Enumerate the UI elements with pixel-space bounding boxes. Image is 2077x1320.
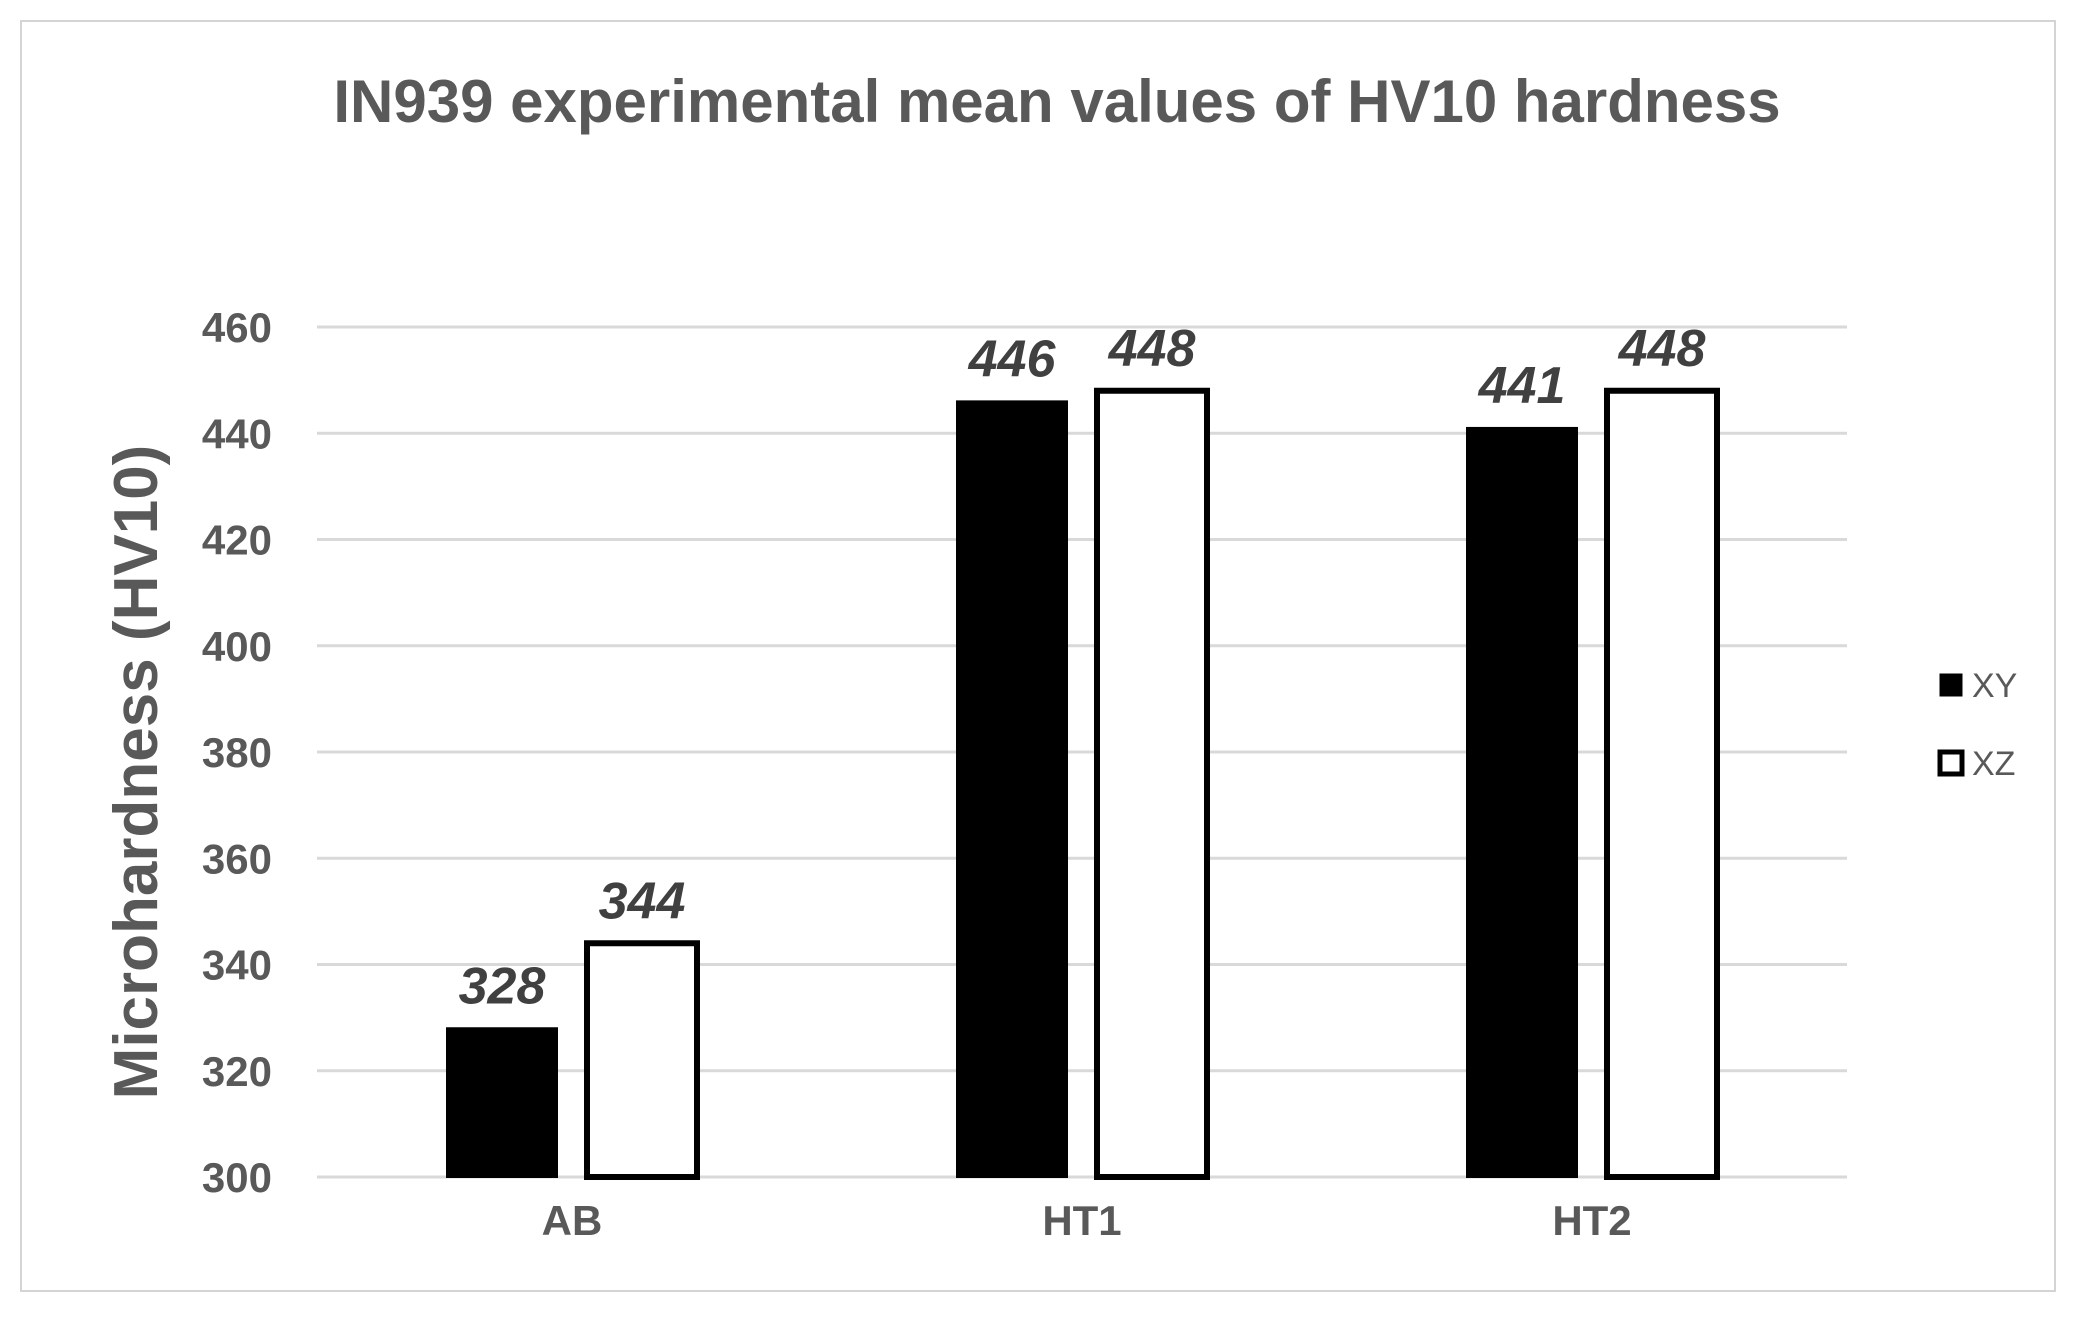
data-label-xy-ab: 328: [459, 957, 546, 1015]
x-category-label-ht2: HT2: [1552, 1197, 1631, 1244]
data-label-xz-ab: 344: [599, 872, 686, 930]
chart-frame: IN939 experimental mean values of HV10 h…: [20, 20, 2056, 1292]
gridlines: [317, 325, 1847, 1179]
data-label-xy-ht2: 441: [1478, 357, 1566, 415]
data-label-xz-ht1: 448: [1108, 320, 1196, 378]
bar-xy-ab: [446, 1027, 558, 1178]
bar-xz-ht1: [1094, 387, 1210, 1180]
legend-label-xy: XY: [1972, 667, 2017, 705]
y-tick-label-340: 340: [202, 942, 272, 989]
bar-xy-ht1: [956, 400, 1068, 1178]
bar-chart: IN939 experimental mean values of HV10 h…: [102, 68, 2017, 1244]
chart-title: IN939 experimental mean values of HV10 h…: [333, 68, 1780, 135]
legend-swatch-xz: [1937, 749, 1965, 777]
y-tick-label-360: 360: [202, 835, 272, 882]
y-axis-ticks: 300 320 340 360 380 400 420 440 460: [202, 304, 272, 1201]
y-tick-label-300: 300: [202, 1154, 272, 1201]
y-tick-label-440: 440: [202, 410, 272, 457]
bars: [446, 387, 1720, 1180]
legend-swatch-xy: [1939, 673, 1963, 697]
data-labels: 328 344 446 448 441 448: [459, 320, 1706, 1016]
legend-label-xz: XZ: [1972, 745, 2015, 783]
y-tick-label-400: 400: [202, 623, 272, 670]
y-tick-label-420: 420: [202, 517, 272, 564]
y-tick-label-380: 380: [202, 729, 272, 776]
y-tick-label-460: 460: [202, 304, 272, 351]
data-label-xy-ht1: 446: [968, 330, 1057, 388]
x-axis-categories: AB HT1 HT2: [542, 1197, 1632, 1244]
legend: XY XZ: [1937, 667, 2017, 783]
bar-xz-ht2: [1604, 387, 1720, 1180]
bar-xz-ab: [584, 940, 700, 1180]
y-tick-label-320: 320: [202, 1048, 272, 1095]
x-category-label-ht1: HT1: [1042, 1197, 1121, 1244]
x-category-label-ab: AB: [542, 1197, 603, 1244]
y-axis-label: Microhardness (HV10): [102, 445, 171, 1100]
bar-xy-ht2: [1466, 426, 1578, 1178]
data-label-xz-ht2: 448: [1618, 320, 1706, 378]
